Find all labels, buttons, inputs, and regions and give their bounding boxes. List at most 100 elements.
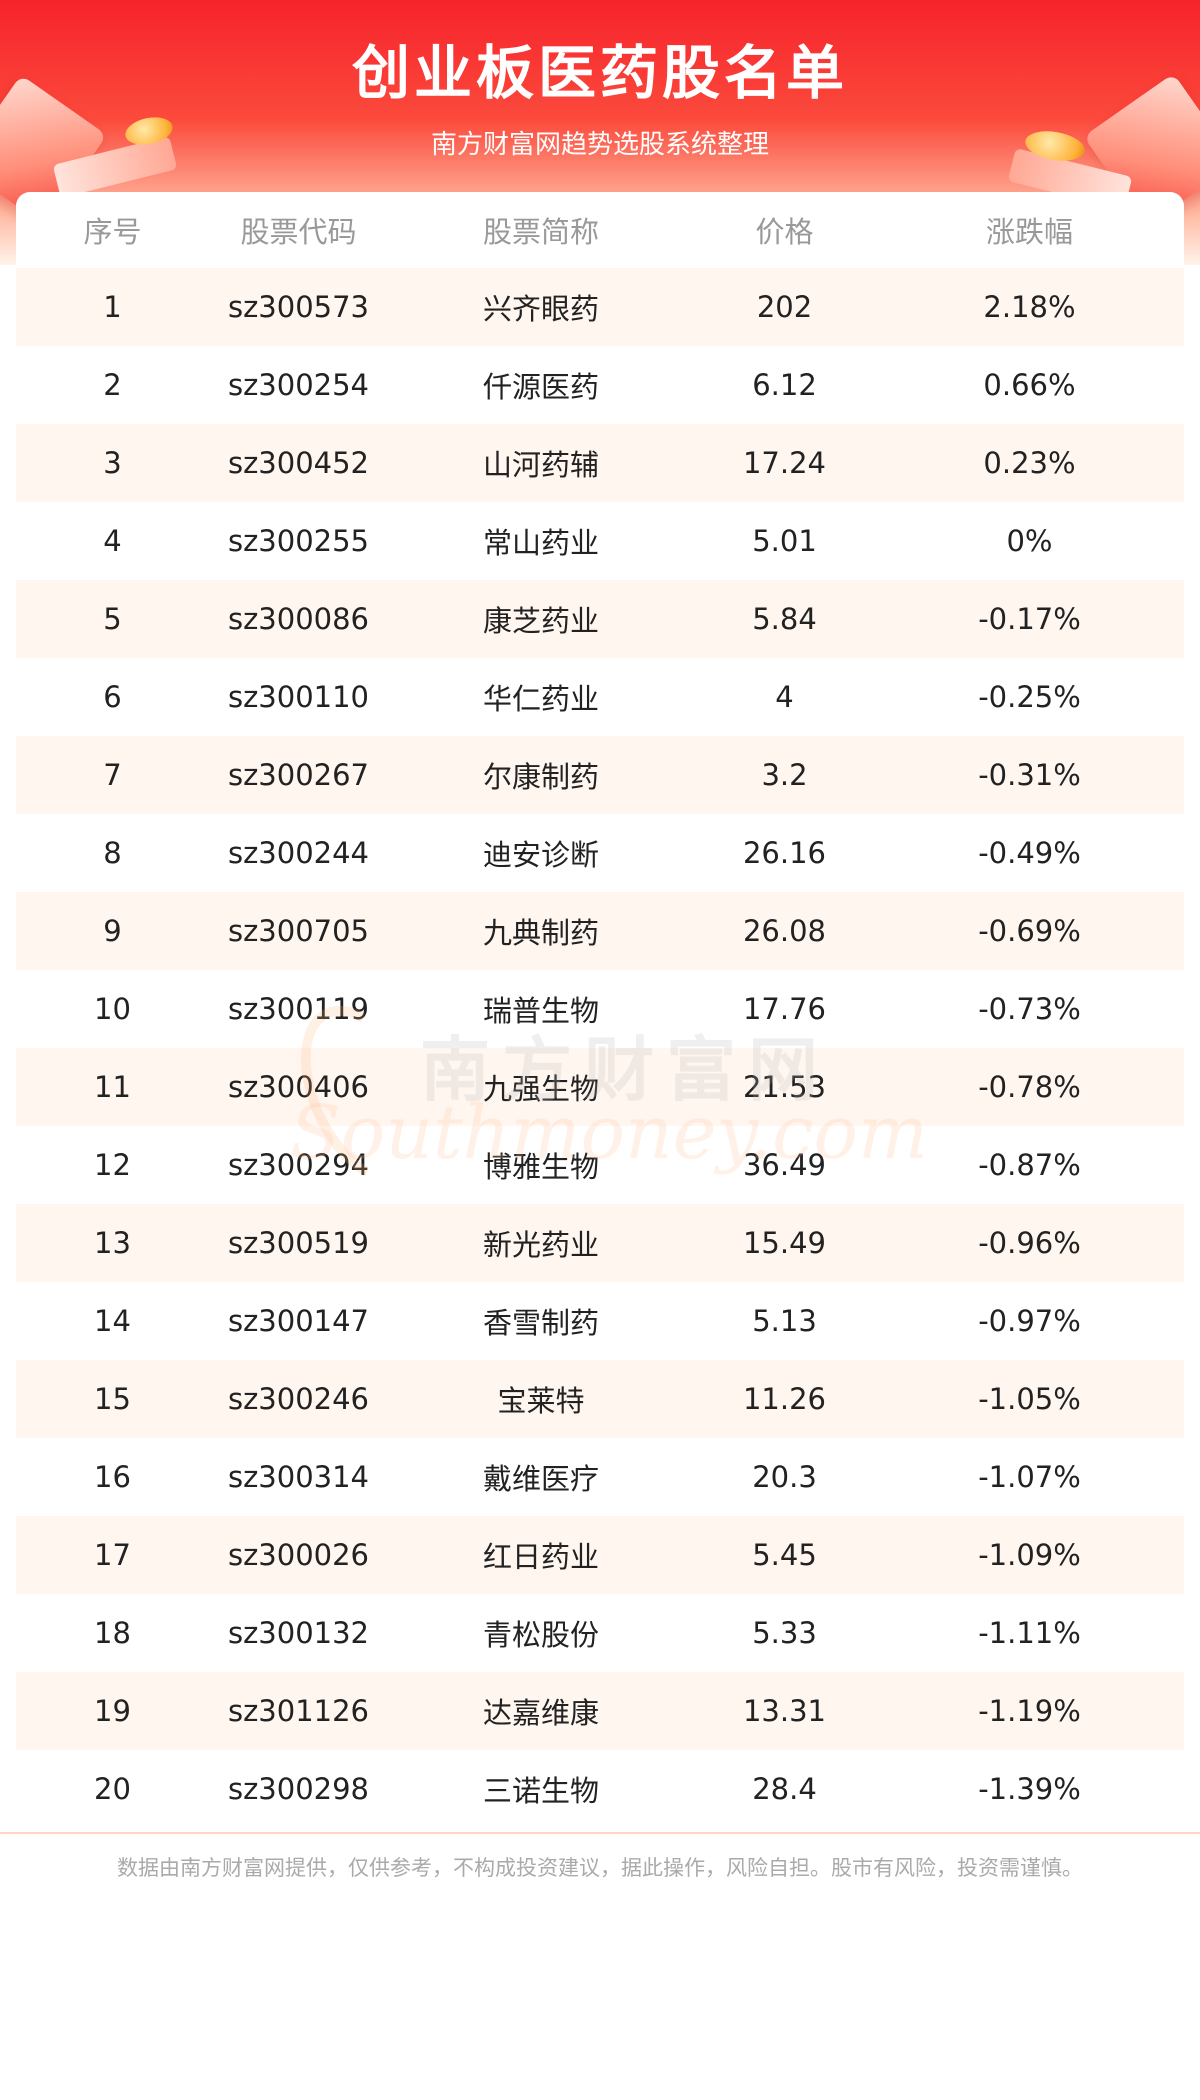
cell-price: 202 bbox=[756, 290, 813, 324]
page-title: 创业板医药股名单 bbox=[351, 39, 848, 107]
cell-index: 4 bbox=[103, 524, 122, 558]
page-subtitle: 南方财富网趋势选股系统整理 bbox=[430, 130, 769, 160]
cell-code: sz300452 bbox=[227, 446, 370, 480]
cell-index: 7 bbox=[103, 758, 122, 792]
cell-price: 17.76 bbox=[742, 992, 827, 1026]
cell-change: -0.25% bbox=[978, 680, 1081, 714]
cell-change: 2.18% bbox=[983, 290, 1076, 324]
cell-index: 15 bbox=[94, 1382, 131, 1416]
column-header-index: 序号 bbox=[83, 215, 142, 249]
table-row: 17 sz300026 红日药业 5.45 -1.09% bbox=[16, 1516, 1184, 1594]
cell-change: -1.07% bbox=[978, 1460, 1081, 1494]
cell-name: 红日药业 bbox=[482, 1540, 599, 1574]
cell-code: sz300705 bbox=[227, 914, 370, 948]
table-row: 5 sz300086 康芝药业 5.84 -0.17% bbox=[16, 580, 1184, 658]
cell-name: 九典制药 bbox=[482, 916, 599, 950]
cell-price: 4 bbox=[775, 680, 794, 714]
cell-index: 13 bbox=[94, 1226, 131, 1260]
table-row: 3 sz300452 山河药辅 17.24 0.23% bbox=[16, 424, 1184, 502]
cell-code: sz300132 bbox=[227, 1616, 370, 1650]
cell-price: 36.49 bbox=[742, 1148, 827, 1182]
cell-index: 1 bbox=[103, 290, 122, 324]
table-row: 1 sz300573 兴齐眼药 202 2.18% bbox=[16, 268, 1184, 346]
table-row: 12 sz300294 博雅生物 36.49 -0.87% bbox=[16, 1126, 1184, 1204]
cell-index: 16 bbox=[94, 1460, 131, 1494]
cell-change: -0.31% bbox=[978, 758, 1081, 792]
cell-index: 14 bbox=[94, 1304, 131, 1338]
table-row: 19 sz301126 达嘉维康 13.31 -1.19% bbox=[16, 1672, 1184, 1750]
cell-price: 5.84 bbox=[752, 602, 817, 636]
cell-price: 5.45 bbox=[752, 1538, 817, 1572]
cell-index: 12 bbox=[94, 1148, 131, 1182]
cell-index: 3 bbox=[103, 446, 122, 480]
cell-change: 0.66% bbox=[983, 368, 1076, 402]
cell-index: 10 bbox=[94, 992, 131, 1026]
cell-code: sz300314 bbox=[227, 1460, 370, 1494]
column-header-name: 股票简称 bbox=[482, 215, 599, 249]
table-row: 6 sz300110 华仁药业 4 -0.25% bbox=[16, 658, 1184, 736]
cell-change: -0.69% bbox=[978, 914, 1081, 948]
cell-index: 2 bbox=[103, 368, 122, 402]
cell-change: -1.11% bbox=[978, 1616, 1081, 1650]
cell-change: -0.73% bbox=[978, 992, 1081, 1026]
cell-code: sz300119 bbox=[227, 992, 370, 1026]
footer-disclaimer: 数据由南方财富网提供，仅供参考，不构成投资建议，据此操作，风险自担。股市有风险，… bbox=[117, 1856, 1083, 1880]
table-body: 1 sz300573 兴齐眼药 202 2.18% 2 sz300254 仟源医药 6.12 0.… bbox=[16, 268, 1184, 1828]
cell-change: -0.96% bbox=[978, 1226, 1081, 1260]
cell-index: 9 bbox=[103, 914, 122, 948]
cell-change: -1.05% bbox=[978, 1382, 1081, 1416]
cell-code: sz300254 bbox=[227, 368, 370, 402]
cell-change: -1.19% bbox=[978, 1694, 1081, 1728]
table-row: 14 sz300147 香雪制药 5.13 -0.97% bbox=[16, 1282, 1184, 1360]
cell-index: 5 bbox=[103, 602, 122, 636]
cell-code: sz300294 bbox=[227, 1148, 370, 1182]
cell-index: 6 bbox=[103, 680, 122, 714]
cell-price: 13.31 bbox=[742, 1694, 827, 1728]
table-row: 20 sz300298 三诺生物 28.4 -1.39% bbox=[16, 1750, 1184, 1828]
cell-price: 5.01 bbox=[752, 524, 817, 558]
cell-change: 0.23% bbox=[983, 446, 1076, 480]
column-header-change: 涨跌幅 bbox=[985, 215, 1073, 249]
cell-code: sz300298 bbox=[227, 1772, 370, 1806]
cell-name: 常山药业 bbox=[482, 526, 599, 560]
cell-price: 26.16 bbox=[742, 836, 827, 870]
table-row: 9 sz300705 九典制药 26.08 -0.69% bbox=[16, 892, 1184, 970]
table-row: 15 sz300246 宝莱特 11.26 -1.05% bbox=[16, 1360, 1184, 1438]
cell-name: 青松股份 bbox=[482, 1618, 599, 1652]
table-row: 2 sz300254 仟源医药 6.12 0.66% bbox=[16, 346, 1184, 424]
cell-change: -0.78% bbox=[978, 1070, 1081, 1104]
table-row: 8 sz300244 迪安诊断 26.16 -0.49% bbox=[16, 814, 1184, 892]
cell-index: 11 bbox=[94, 1070, 131, 1104]
footer-divider bbox=[0, 1832, 1200, 1834]
cell-name: 仟源医药 bbox=[482, 370, 599, 404]
cell-name: 迪安诊断 bbox=[482, 838, 599, 872]
cell-name: 香雪制药 bbox=[482, 1306, 599, 1340]
cell-name: 宝莱特 bbox=[497, 1384, 585, 1418]
cell-change: -0.87% bbox=[978, 1148, 1081, 1182]
cell-name: 三诺生物 bbox=[482, 1774, 599, 1808]
cell-name: 达嘉维康 bbox=[482, 1696, 599, 1730]
cell-code: sz300267 bbox=[227, 758, 370, 792]
cell-code: sz300244 bbox=[227, 836, 370, 870]
cell-price: 6.12 bbox=[752, 368, 817, 402]
cell-code: sz300086 bbox=[227, 602, 370, 636]
cell-change: 0% bbox=[1006, 524, 1053, 558]
cell-code: sz300406 bbox=[227, 1070, 370, 1104]
cell-code: sz300255 bbox=[227, 524, 370, 558]
cell-index: 19 bbox=[94, 1694, 131, 1728]
table-row: 10 sz300119 瑞普生物 17.76 -0.73% bbox=[16, 970, 1184, 1048]
cell-change: -1.09% bbox=[978, 1538, 1081, 1572]
column-header-code: 股票代码 bbox=[240, 215, 357, 249]
cell-index: 18 bbox=[94, 1616, 131, 1650]
cell-name: 华仁药业 bbox=[482, 682, 599, 716]
cell-code: sz300147 bbox=[227, 1304, 370, 1338]
table-row: 11 sz300406 九强生物 21.53 -0.78% bbox=[16, 1048, 1184, 1126]
cell-code: sz300110 bbox=[227, 680, 370, 714]
cell-name: 九强生物 bbox=[482, 1072, 599, 1106]
table-header: 序号 股票代码 股票简称 价格 涨跌幅 bbox=[16, 192, 1184, 268]
cell-price: 3.2 bbox=[761, 758, 808, 792]
cell-change: -1.39% bbox=[978, 1772, 1081, 1806]
cell-change: -0.97% bbox=[978, 1304, 1081, 1338]
cell-price: 15.49 bbox=[742, 1226, 827, 1260]
